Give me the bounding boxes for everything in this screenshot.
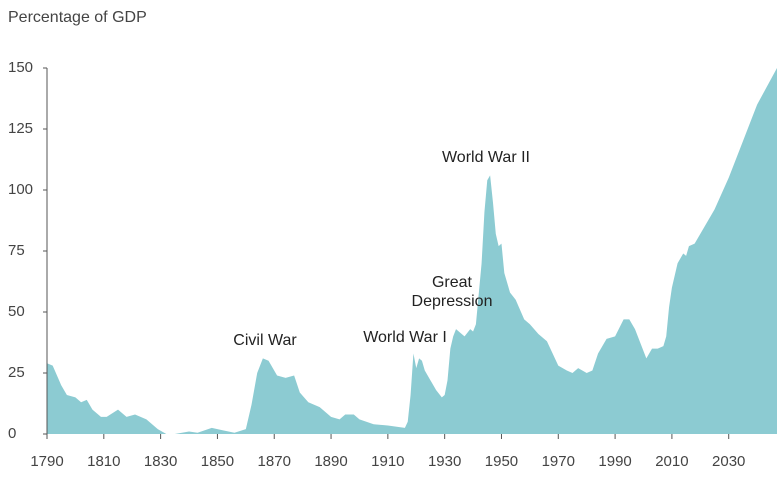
y-axis-label: Percentage of GDP — [8, 9, 147, 26]
y-tick-label: 0 — [8, 425, 16, 442]
annotation: Depression — [412, 293, 493, 310]
x-tick-label: 1890 — [314, 453, 347, 470]
annotation: World War II — [442, 149, 530, 166]
x-tick-label: 1810 — [87, 453, 120, 470]
x-tick-label: 1970 — [542, 453, 575, 470]
area — [47, 68, 777, 434]
y-tick-label: 50 — [8, 303, 25, 320]
x-tick-label: 2010 — [655, 453, 688, 470]
annotation: Civil War — [233, 332, 297, 349]
x-tick-label: 1990 — [598, 453, 631, 470]
x-tick-label: 1830 — [144, 453, 177, 470]
y-tick-label: 100 — [8, 181, 33, 198]
x-tick-label: 1930 — [428, 453, 461, 470]
y-tick-label: 125 — [8, 120, 33, 137]
x-tick-label: 1870 — [258, 453, 291, 470]
annotation: Great — [432, 274, 473, 291]
y-tick-label: 75 — [8, 242, 25, 259]
x-tick-label: 1910 — [371, 453, 404, 470]
y-tick-label: 150 — [8, 59, 33, 76]
x-tick-label: 1950 — [485, 453, 518, 470]
y-tick-label: 25 — [8, 364, 25, 381]
x-tick-label: 2030 — [712, 453, 745, 470]
annotation: World War I — [363, 329, 447, 346]
x-tick-label: 1850 — [201, 453, 234, 470]
x-tick-label: 1790 — [30, 453, 63, 470]
